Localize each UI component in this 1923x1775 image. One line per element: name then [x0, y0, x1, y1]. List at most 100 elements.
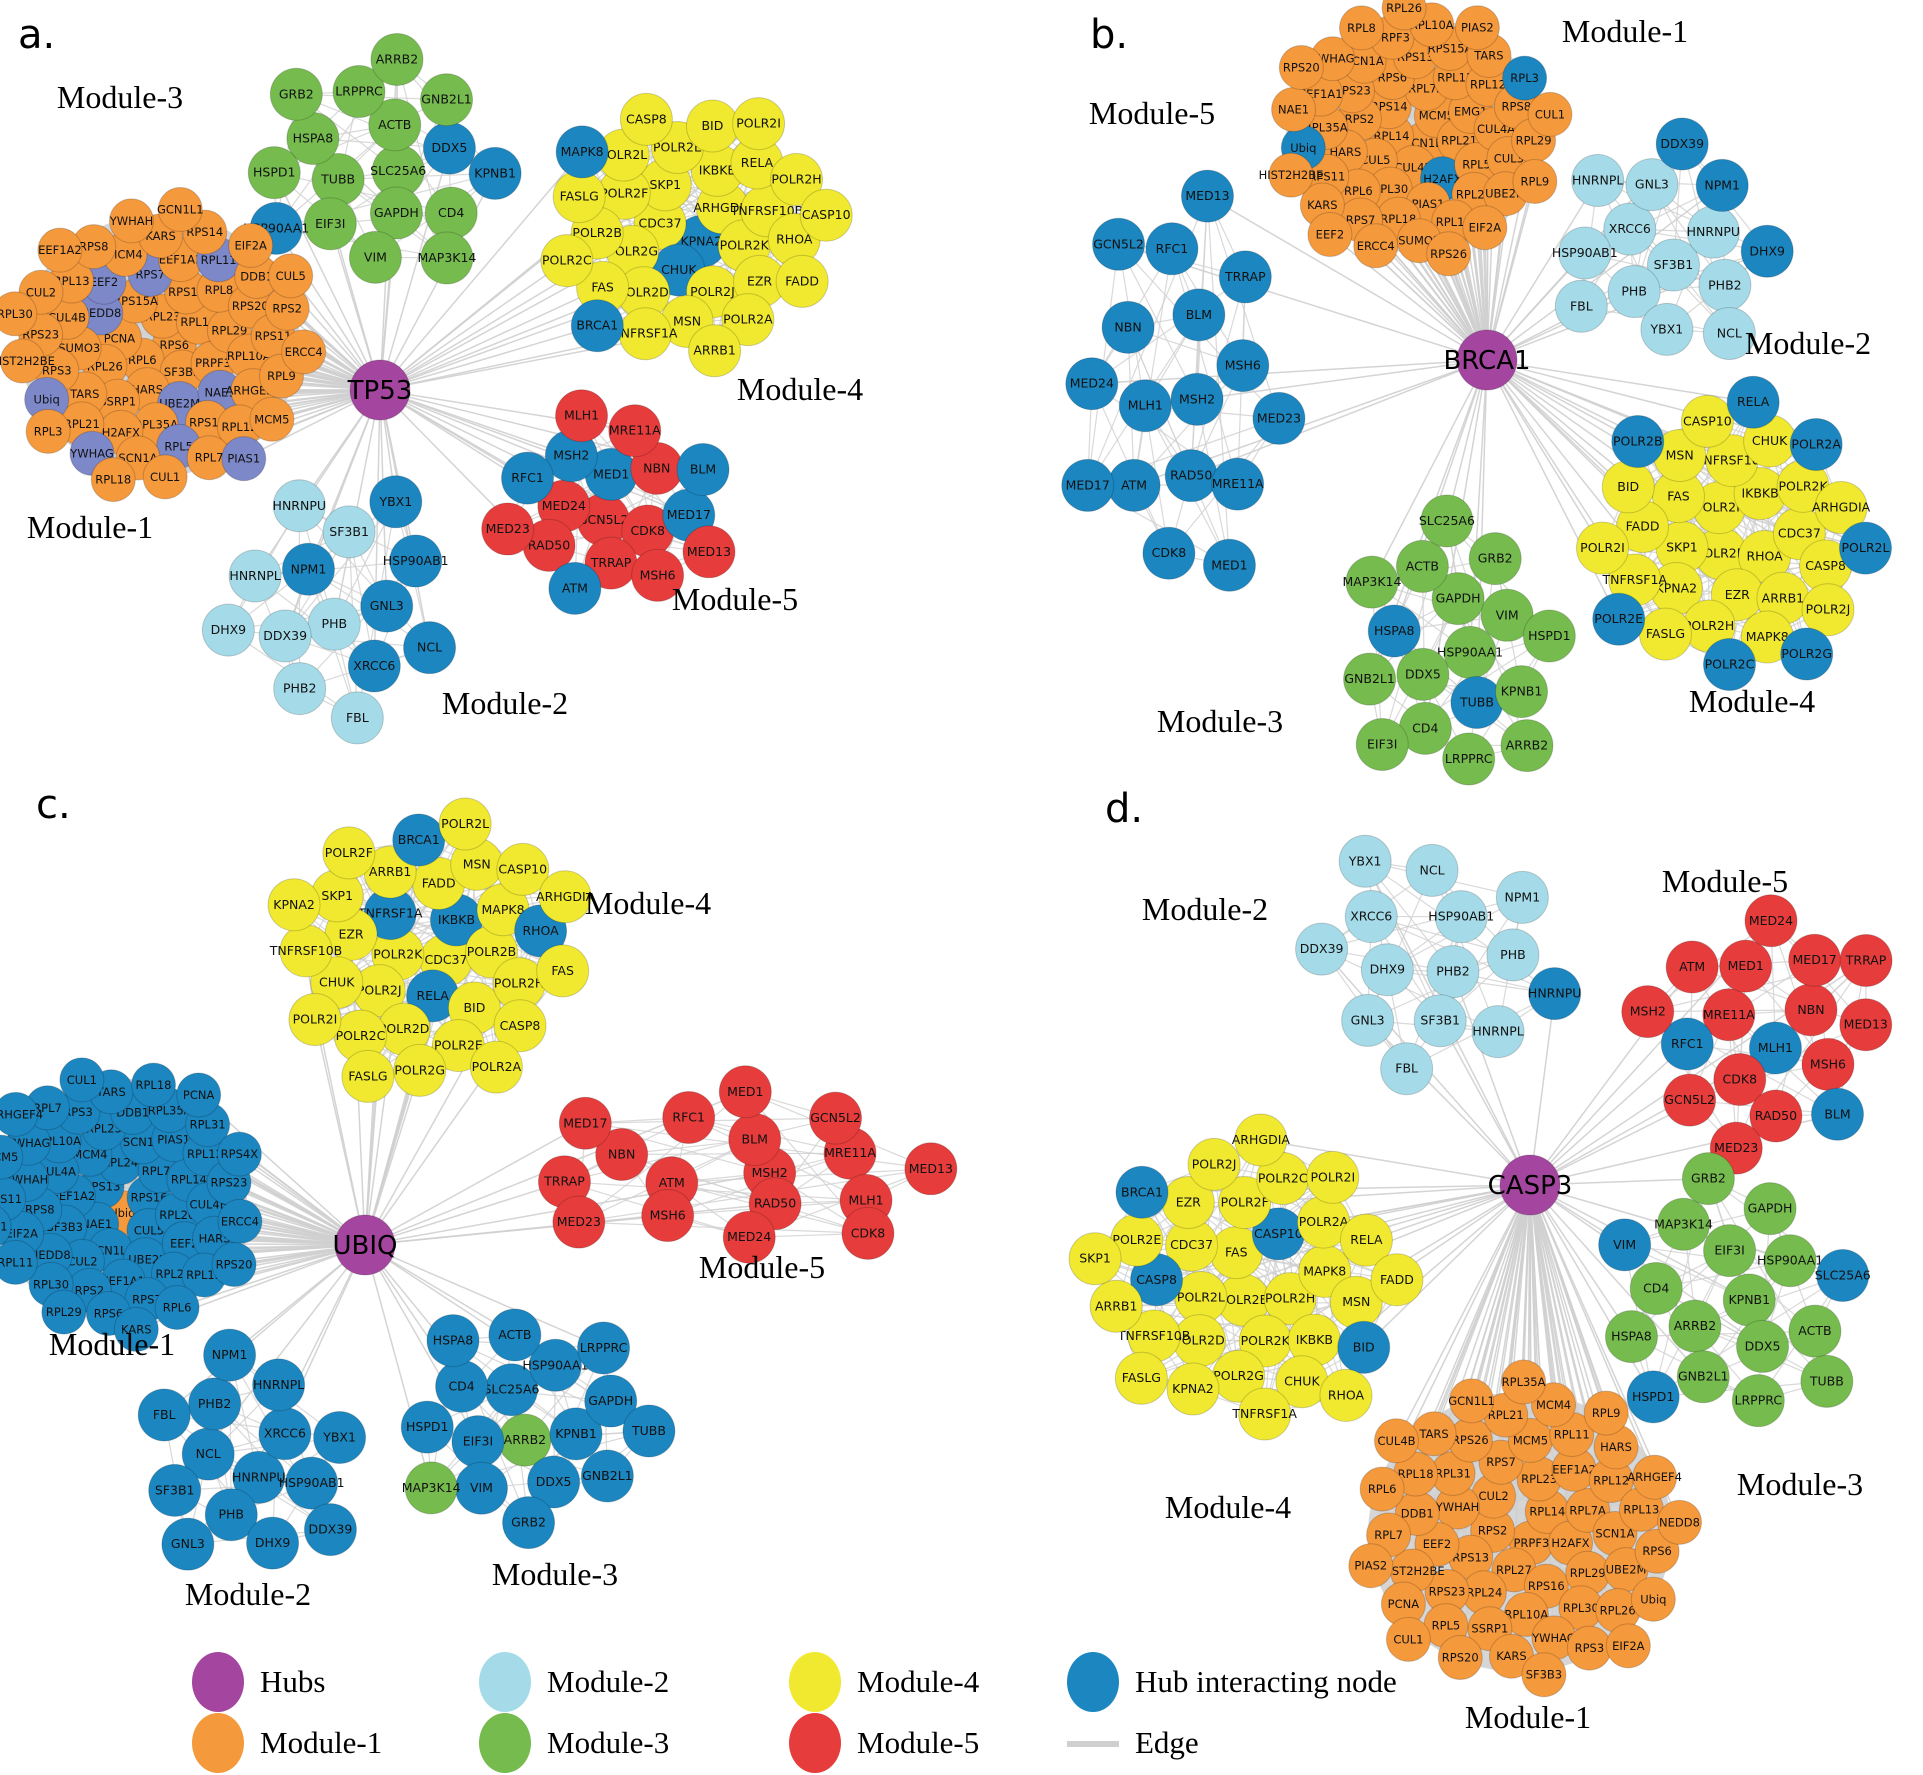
- node-hspa8[interactable]: HSPA8: [286, 111, 340, 165]
- node-polr2i[interactable]: POLR2I: [732, 97, 786, 151]
- node-gnl3[interactable]: GNL3: [360, 579, 414, 633]
- node-cd4[interactable]: CD4: [424, 186, 478, 240]
- node-hist2h2be[interactable]: HIST2H2BE: [0, 338, 55, 384]
- node-polr2a[interactable]: POLR2A: [1789, 417, 1843, 471]
- node-ercc4[interactable]: ERCC4: [217, 1198, 263, 1244]
- node-hspa8[interactable]: HSPA8: [1367, 604, 1421, 658]
- node-ddx39[interactable]: DDX39: [1655, 117, 1709, 171]
- node-ubiq[interactable]: Ubiq: [1630, 1576, 1676, 1622]
- node-actb[interactable]: ACTB: [1395, 539, 1449, 593]
- node-map3k14[interactable]: MAP3K14: [1343, 555, 1402, 609]
- node-xrcc6[interactable]: XRCC6: [258, 1407, 312, 1461]
- node-slc25a6[interactable]: SLC25A6: [1419, 494, 1475, 548]
- node-polr2a[interactable]: POLR2A: [469, 1040, 523, 1094]
- node-polr2f[interactable]: POLR2F: [1218, 1176, 1272, 1230]
- node-polr2l[interactable]: POLR2L: [1174, 1270, 1228, 1324]
- node-nbn[interactable]: NBN: [1784, 983, 1838, 1037]
- node-rps20[interactable]: RPS20: [1437, 1635, 1483, 1681]
- node-msn[interactable]: MSN: [450, 837, 504, 891]
- node-med13[interactable]: MED13: [682, 525, 736, 579]
- node-chuk[interactable]: CHUK: [1275, 1355, 1329, 1409]
- node-cul2[interactable]: CUL2: [1471, 1473, 1517, 1519]
- node-gnb2l1[interactable]: GNB2L1: [580, 1449, 634, 1503]
- node-tubb[interactable]: TUBB: [622, 1404, 676, 1458]
- node-rpl29[interactable]: RPL29: [41, 1289, 87, 1335]
- node-xrcc6[interactable]: XRCC6: [1603, 202, 1657, 256]
- node-hnrnpu[interactable]: HNRNPU: [232, 1450, 286, 1504]
- node-cdc37[interactable]: CDC37: [1165, 1218, 1219, 1272]
- node-phb[interactable]: PHB: [307, 597, 361, 651]
- node-kpna2[interactable]: KPNA2: [267, 878, 321, 932]
- node-bid[interactable]: BID: [1337, 1320, 1391, 1374]
- node-fadd[interactable]: FADD: [1370, 1253, 1424, 1307]
- node-mlh1[interactable]: MLH1: [555, 389, 609, 443]
- node-rpl6[interactable]: RPL6: [1359, 1466, 1405, 1512]
- node-rpl8[interactable]: RPL8: [1339, 5, 1385, 51]
- node-polr2k[interactable]: POLR2K: [1776, 459, 1830, 513]
- node-blm[interactable]: BLM: [1172, 288, 1226, 342]
- node-rps4x[interactable]: RPS4X: [216, 1131, 262, 1177]
- node-polr2i[interactable]: POLR2I: [288, 993, 342, 1047]
- node-rps3[interactable]: RPS3: [1566, 1625, 1612, 1671]
- node-fas[interactable]: FAS: [536, 944, 590, 998]
- node-med1[interactable]: MED1: [1719, 939, 1773, 993]
- node-casp10[interactable]: CASP10: [496, 842, 550, 896]
- node-hsp90aa1[interactable]: HSP90AA1: [522, 1338, 589, 1392]
- node-sf3b1[interactable]: SF3B1: [1646, 238, 1700, 292]
- node-map3k14[interactable]: MAP3K14: [402, 1461, 461, 1515]
- node-med23[interactable]: MED23: [552, 1195, 606, 1249]
- node-blm[interactable]: BLM: [728, 1113, 782, 1167]
- node-mapk8[interactable]: MAPK8: [555, 125, 609, 179]
- node-atm[interactable]: ATM: [1107, 458, 1161, 512]
- node-cul1[interactable]: CUL1: [142, 454, 188, 500]
- node-rpl3[interactable]: RPL3: [25, 408, 71, 454]
- node-lrpprc[interactable]: LRPPRC: [577, 1321, 631, 1375]
- node-eif3i[interactable]: EIF3I: [303, 197, 357, 251]
- node-polr2j[interactable]: POLR2J: [1187, 1137, 1241, 1191]
- node-ddx39[interactable]: DDX39: [258, 609, 312, 663]
- node-grb2[interactable]: GRB2: [1681, 1152, 1735, 1206]
- node-tubb[interactable]: TUBB: [311, 152, 365, 206]
- node-ssrp1[interactable]: SSRP1: [0, 1204, 12, 1248]
- node-arrb2[interactable]: ARRB2: [1668, 1299, 1722, 1353]
- node-mre11a[interactable]: MRE11A: [608, 404, 662, 458]
- node-grb2[interactable]: GRB2: [502, 1496, 556, 1550]
- node-nae1[interactable]: NAE1: [1271, 86, 1317, 132]
- node-polr2f[interactable]: POLR2F: [1692, 481, 1746, 535]
- node-tars[interactable]: TARS: [1411, 1411, 1457, 1457]
- node-phb2[interactable]: PHB2: [1426, 945, 1480, 999]
- node-med17[interactable]: MED17: [1061, 458, 1115, 512]
- node-hsp90ab1[interactable]: HSP90AB1: [383, 534, 449, 588]
- node-kars[interactable]: KARS: [113, 1306, 159, 1352]
- node-arhgdia[interactable]: ARHGDIA: [536, 870, 595, 924]
- node-arhgef4[interactable]: ARHGEF4: [1627, 1454, 1682, 1500]
- node-kpna2[interactable]: KPNA2: [1166, 1362, 1220, 1416]
- node-pcna[interactable]: PCNA: [176, 1072, 222, 1118]
- node-cdk8[interactable]: CDK8: [841, 1206, 895, 1260]
- node-eif2a[interactable]: EIF2A: [1462, 205, 1508, 251]
- node-mre11a[interactable]: MRE11A: [1211, 457, 1265, 511]
- node-hsp90aa1[interactable]: HSP90AA1: [1757, 1234, 1823, 1288]
- node-polr2b[interactable]: POLR2B: [1611, 415, 1665, 469]
- node-mcm5[interactable]: MCM5: [249, 396, 295, 442]
- node-ddx5[interactable]: DDX5: [1396, 647, 1450, 701]
- node-ncl[interactable]: NCL: [1405, 843, 1459, 897]
- node-casp10[interactable]: CASP10: [799, 188, 853, 242]
- node-rpl30[interactable]: RPL30: [1558, 1585, 1604, 1631]
- node-lrpprc[interactable]: LRPPRC: [332, 65, 386, 119]
- node-eif3i[interactable]: EIF3I: [1703, 1224, 1757, 1278]
- node-gapdh[interactable]: GAPDH: [1743, 1182, 1797, 1236]
- node-rps2[interactable]: RPS2: [264, 285, 310, 331]
- node-med24[interactable]: MED24: [1065, 357, 1119, 411]
- node-cul1[interactable]: CUL1: [59, 1057, 105, 1103]
- node-dhx9[interactable]: DHX9: [1740, 224, 1794, 278]
- node-rad50[interactable]: RAD50: [1749, 1089, 1803, 1143]
- node-sf3b1[interactable]: SF3B1: [148, 1463, 202, 1517]
- node-rps20[interactable]: RPS20: [211, 1242, 257, 1288]
- node-med13[interactable]: MED13: [1839, 998, 1893, 1052]
- node-med13[interactable]: MED13: [904, 1142, 958, 1196]
- node-fas[interactable]: FAS: [576, 260, 630, 314]
- node-polr2k[interactable]: POLR2K: [1238, 1314, 1292, 1368]
- node-cd4[interactable]: CD4: [435, 1359, 489, 1413]
- node-phb2[interactable]: PHB2: [1698, 258, 1752, 312]
